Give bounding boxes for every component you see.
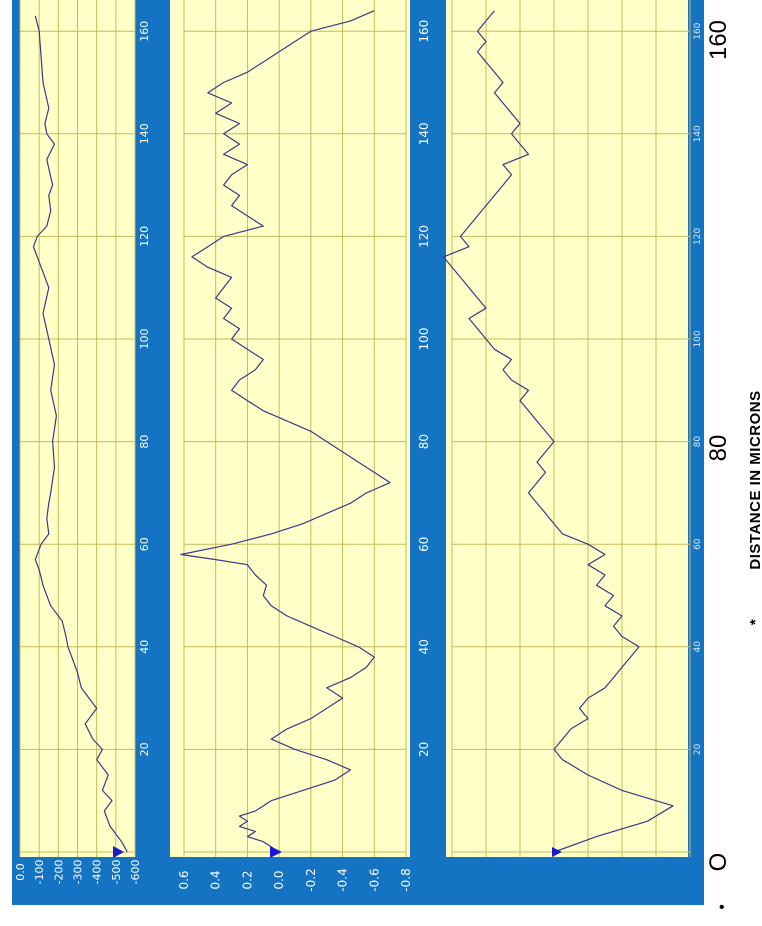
- panel-1-x-tick-label-140: 140: [138, 123, 151, 144]
- panel-2-y-tick-label: 0.4: [209, 870, 223, 889]
- panel-2-y-tick-label: 0.6: [177, 870, 191, 889]
- panel-3-curve: [442, 10, 674, 853]
- panel-2-y-tick-label: -0.6: [367, 868, 381, 891]
- panel-1-y-tick-label: -600: [129, 860, 142, 885]
- panel-2-curve: [180, 10, 391, 853]
- panel-2-x-tick-label-20: 20: [417, 742, 431, 757]
- panel-1-x-tick-label-100: 100: [138, 329, 151, 350]
- panel-3-x-tick-label-40: 40: [693, 641, 703, 653]
- panel-1-x-tick-label-60: 60: [138, 537, 151, 551]
- panel-1-y-tick-label: -300: [72, 860, 85, 885]
- panel-2-y-tick-label: -0.2: [304, 868, 318, 891]
- end-tick-label: 160: [705, 20, 732, 60]
- panel-1-x-tick-label-80: 80: [138, 435, 151, 449]
- panel-3-x-tick-label-80: 80: [693, 436, 703, 448]
- panel-1-y-tick-label: -200: [52, 860, 65, 885]
- panel-1-y-tick-label: -400: [91, 860, 104, 885]
- data-curves: [32, 10, 674, 853]
- panel-1-x-tick-label-120: 120: [138, 226, 151, 247]
- panel-1-x-tick-label-160: 160: [138, 21, 151, 42]
- axis-title-asterisk: *: [747, 619, 762, 625]
- panel-1-x-tick-label-40: 40: [138, 640, 151, 654]
- panel-1-origin-marker: [113, 846, 124, 858]
- panel-1-y-tick-label: -100: [33, 860, 46, 885]
- panel-2-y-tick-label: -0.4: [336, 868, 350, 891]
- panel-3-x-tick-label-120: 120: [693, 228, 703, 245]
- panel-2-x-tick-label-40: 40: [417, 639, 431, 654]
- panel-2-origin-marker: [270, 846, 282, 858]
- panel-2-x-tick-label-140: 140: [417, 122, 431, 145]
- panel-2-y-tick-label: 0.2: [240, 870, 254, 889]
- panel-2-plot-area: [170, 0, 410, 857]
- panel-2-x-tick-label-100: 100: [417, 328, 431, 351]
- panel-1-y-tick-label: 0.0: [14, 863, 27, 881]
- panel-2-x-tick-label-160: 160: [417, 20, 431, 43]
- panel-2-y-tick-label: 0.0: [272, 870, 286, 889]
- x-axis-title: DISTANCE IN MICRONS: [747, 390, 762, 569]
- grid-lines: [19, 0, 691, 857]
- tick-labels: 0.0 -100 -200 -300 -400 -500 -600 20 40 60 80 100 12…: [14, 20, 703, 892]
- panel-3-x-tick-label-60: 60: [693, 538, 703, 550]
- mid-tick-label: 80: [705, 435, 732, 462]
- panel-1-curve: [32, 15, 128, 853]
- panel-2-x-tick-label-120: 120: [417, 225, 431, 248]
- origin-label: O: [705, 853, 732, 872]
- panel-3-plot-area: [446, 0, 688, 857]
- panel-2-y-tick-label: -0.8: [399, 868, 413, 891]
- panel-1-y-tick-label: -500: [110, 860, 123, 885]
- panel-3-x-tick-label-160: 160: [693, 22, 703, 39]
- corner-dot: •: [719, 899, 725, 916]
- panel-3-x-tick-label-140: 140: [693, 125, 703, 142]
- panel-2-x-tick-label-80: 80: [417, 434, 431, 449]
- panel-3-origin-marker: [552, 847, 562, 857]
- panel-3-x-tick-label-20: 20: [693, 743, 703, 755]
- panel-3-x-tick-label-100: 100: [693, 330, 703, 347]
- panel-1-x-tick-label-20: 20: [138, 742, 151, 756]
- panel-2-x-tick-label-60: 60: [417, 537, 431, 552]
